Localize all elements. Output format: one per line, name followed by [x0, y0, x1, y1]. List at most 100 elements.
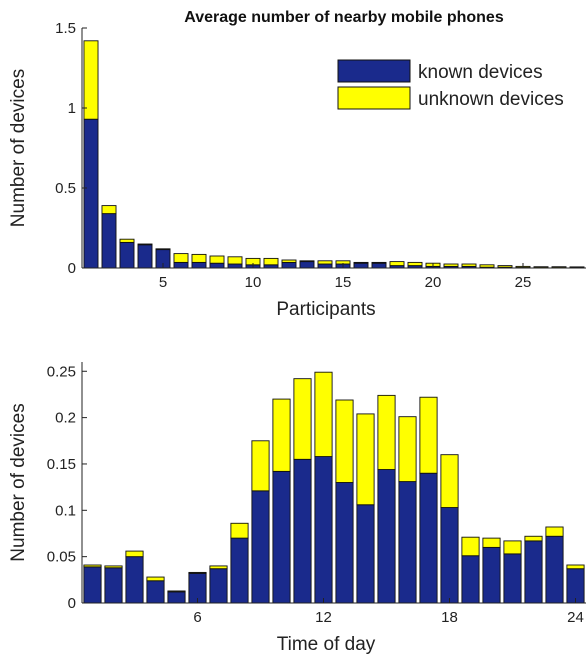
bar-known-16 [399, 482, 416, 603]
bar-known-17 [420, 473, 437, 603]
bar-known-7 [192, 262, 206, 268]
y-tick-label: 1 [68, 100, 76, 117]
bar-known-19 [462, 556, 479, 603]
bar-unknown-5 [168, 591, 185, 592]
legend-label-known: known devices [418, 62, 543, 83]
bar-known-12 [282, 262, 296, 268]
bar-unknown-12 [282, 260, 296, 262]
bar-known-17 [372, 263, 386, 268]
bar-known-3 [126, 557, 143, 603]
bar-unknown-2 [105, 566, 122, 568]
bar-known-16 [354, 263, 368, 268]
y-axis-label: Number of devices [8, 403, 29, 561]
bar-known-8 [210, 263, 224, 268]
y-tick-label: 0.5 [55, 180, 76, 197]
bar-unknown-21 [504, 541, 521, 554]
bar-unknown-4 [147, 577, 164, 581]
bar-known-1 [84, 567, 101, 603]
bar-unknown-3 [120, 239, 134, 242]
bar-known-9 [252, 491, 269, 603]
bar-unknown-15 [378, 395, 395, 469]
x-axis-label: Time of day [277, 634, 376, 655]
bar-unknown-1 [84, 565, 101, 567]
bar-unknown-8 [210, 256, 224, 263]
bar-known-5 [168, 592, 185, 603]
bar-unknown-7 [210, 566, 227, 569]
bar-known-4 [138, 245, 152, 268]
x-tick-label: 25 [515, 274, 532, 291]
top-chart-panel: Average number of nearby mobile phones 0 0… [8, 9, 586, 320]
bar-known-18 [441, 508, 458, 603]
bar-unknown-20 [483, 538, 500, 547]
bar-unknown-11 [264, 258, 278, 264]
bar-unknown-23 [480, 265, 494, 267]
bar-unknown-5 [156, 249, 170, 250]
bar-unknown-18 [390, 262, 404, 266]
x-tick-label: 12 [315, 609, 332, 626]
bar-unknown-12 [315, 372, 332, 456]
bar-known-15 [378, 470, 395, 603]
bar-unknown-3 [126, 551, 143, 557]
bar-unknown-7 [192, 254, 206, 262]
y-tick-label: 0.15 [47, 456, 76, 473]
bottom-chart-panel: 0 0.05 0.1 0.15 0.2 0.25 6 12 18 24 Time of day Num… [8, 362, 586, 655]
bar-known-6 [174, 262, 188, 268]
bar-known-10 [273, 471, 290, 603]
bar-known-22 [525, 541, 542, 603]
bar-unknown-14 [318, 261, 332, 264]
bar-unknown-8 [231, 523, 248, 538]
y-tick-label: 0.25 [47, 363, 76, 380]
bar-unknown-16 [399, 417, 416, 482]
bar-unknown-22 [525, 536, 542, 541]
bar-unknown-17 [420, 397, 437, 473]
bar-unknown-4 [138, 244, 152, 245]
legend-swatch-unknown [338, 87, 410, 109]
x-tick-label: 24 [567, 609, 584, 626]
x-axis-label: Participants [276, 299, 375, 320]
bar-known-9 [228, 264, 242, 268]
bar-unknown-24 [498, 266, 512, 268]
legend-label-unknown: unknown devices [418, 89, 564, 110]
x-tick-label: 18 [441, 609, 458, 626]
bar-known-14 [357, 505, 374, 603]
bar-unknown-23 [546, 527, 563, 536]
bar-known-21 [504, 554, 521, 603]
y-tick-label: 1.5 [55, 20, 76, 37]
bar-unknown-22 [462, 264, 476, 266]
bar-unknown-11 [294, 379, 311, 460]
bar-unknown-2 [102, 206, 116, 214]
bar-known-2 [102, 214, 116, 268]
bar-known-24 [567, 569, 584, 603]
bar-unknown-13 [300, 261, 314, 262]
bar-unknown-19 [408, 262, 422, 265]
bar-unknown-19 [462, 537, 479, 556]
bar-known-3 [120, 242, 134, 268]
bar-unknown-14 [357, 414, 374, 505]
y-tick-label: 0.2 [55, 410, 76, 427]
bar-unknown-1 [84, 41, 98, 119]
bar-known-11 [294, 459, 311, 603]
bar-known-4 [147, 581, 164, 603]
bar-known-13 [336, 483, 353, 604]
bar-unknown-24 [567, 565, 584, 569]
bar-known-12 [315, 457, 332, 603]
bar-known-14 [318, 264, 332, 268]
x-tick-label: 10 [245, 274, 262, 291]
bar-unknown-10 [273, 399, 290, 471]
bar-unknown-16 [354, 262, 368, 263]
bar-unknown-17 [372, 262, 386, 263]
y-tick-label: 0 [68, 260, 76, 277]
y-axis-label: Number of devices [8, 69, 29, 227]
bar-unknown-6 [174, 254, 188, 263]
bar-unknown-18 [441, 455, 458, 508]
x-tick-label: 6 [193, 609, 201, 626]
y-tick-label: 0.05 [47, 549, 76, 566]
bar-known-1 [84, 119, 98, 268]
x-tick-label: 15 [335, 274, 352, 291]
bar-known-2 [105, 568, 122, 603]
bar-known-13 [300, 262, 314, 268]
bar-unknown-9 [252, 441, 269, 491]
chart-title: Average number of nearby mobile phones [184, 9, 504, 26]
